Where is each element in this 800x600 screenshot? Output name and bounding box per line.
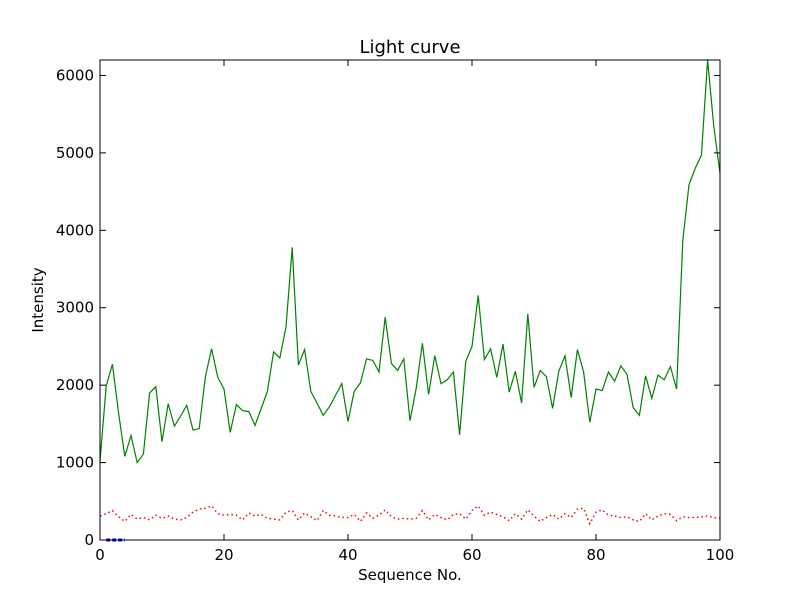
y-tick-label: 0	[84, 531, 94, 549]
y-tick-label: 2000	[56, 376, 94, 394]
y-axis-label: Intensity	[29, 267, 47, 332]
x-tick-label: 40	[338, 546, 357, 564]
series-layer	[99, 59, 721, 542]
x-tick-label: 100	[706, 546, 735, 564]
chart-title: Light curve	[359, 37, 460, 58]
x-tick-label: 20	[214, 546, 233, 564]
plot-frame	[99, 59, 721, 541]
x-tick-label: 0	[95, 546, 105, 564]
series-line-1	[99, 59, 721, 464]
series-line-2	[99, 504, 721, 526]
x-tick-label: 60	[462, 546, 481, 564]
x-axis-label: Sequence No.	[358, 566, 462, 584]
y-tick-label: 3000	[56, 299, 94, 317]
y-tick-label: 1000	[56, 454, 94, 472]
x-tick-label: 80	[586, 546, 605, 564]
y-tick-label: 5000	[56, 144, 94, 162]
y-tick-label: 6000	[56, 66, 94, 84]
y-tick-label: 4000	[56, 221, 94, 239]
